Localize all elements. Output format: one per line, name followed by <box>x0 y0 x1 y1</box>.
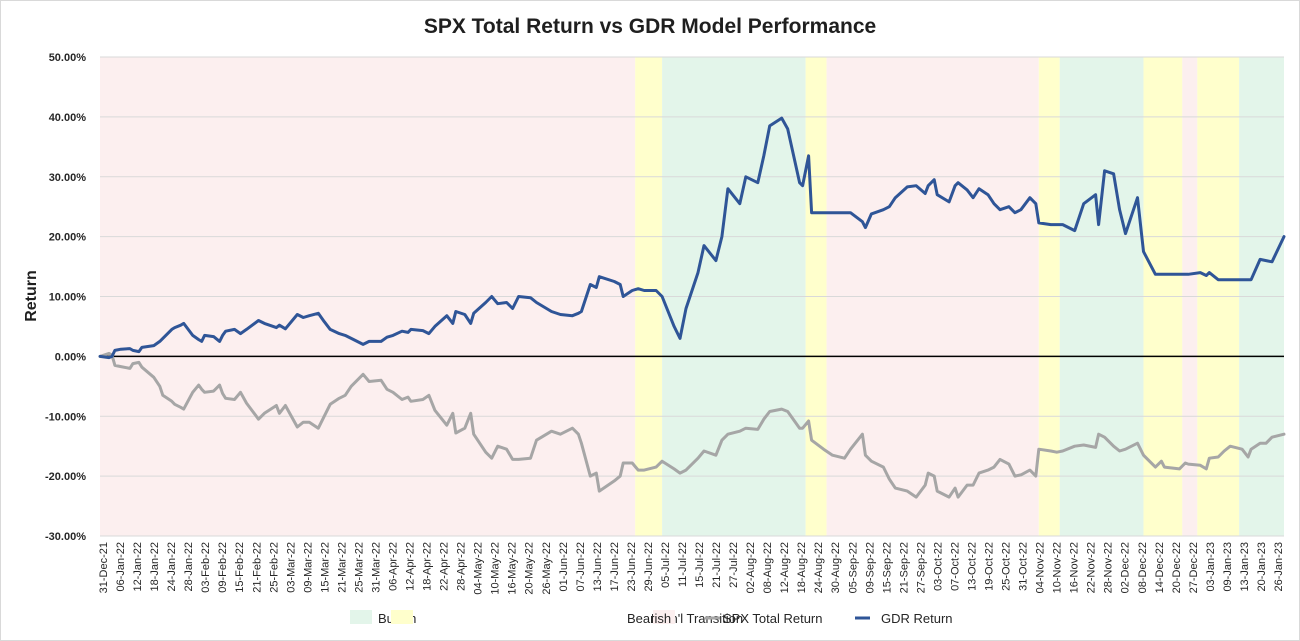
legend-swatch <box>653 610 675 624</box>
x-tick-label: 25-Feb-22 <box>268 542 280 593</box>
x-tick-label: 31-Oct-22 <box>1018 542 1030 591</box>
series-line <box>98 351 1286 499</box>
y-tick-label: 10.00% <box>49 292 87 304</box>
x-tick-label: 10-Nov-22 <box>1052 542 1064 593</box>
x-tick-label: 05-Jul-22 <box>660 542 672 588</box>
x-tick-label: 05-Sep-22 <box>847 542 859 593</box>
legend-label: Bearish <box>627 611 671 626</box>
x-tick-label: 06-Jan-22 <box>115 542 127 592</box>
x-tick-label: 27-Sep-22 <box>915 542 927 593</box>
x-tick-label: 20-May-22 <box>524 542 536 595</box>
x-tick-label: 18-Aug-22 <box>796 542 808 593</box>
x-tick-label: 20-Dec-22 <box>1171 542 1183 593</box>
x-tick-label: 09-Mar-22 <box>302 542 314 593</box>
x-tick-label: 31-Dec-21 <box>98 542 110 593</box>
x-tick-label: 25-Oct-22 <box>1001 542 1013 591</box>
x-tick-label: 21-Jul-22 <box>711 542 723 588</box>
x-tick-label: 20-Jan-23 <box>1256 542 1268 592</box>
y-tick-label: -30.00% <box>45 531 86 543</box>
x-tick-label: 17-Jun-22 <box>609 542 621 592</box>
x-tick-label: 06-Apr-22 <box>388 542 400 591</box>
x-tick-label: 18-Jan-22 <box>149 542 161 592</box>
x-tick-label: 13-Oct-22 <box>967 542 979 591</box>
x-tick-label: 22-Apr-22 <box>439 542 451 591</box>
x-tick-label: 25-Mar-22 <box>353 542 365 593</box>
x-tick-label: 28-Nov-22 <box>1103 542 1115 593</box>
x-tick-label: 08-Dec-22 <box>1137 542 1149 593</box>
y-tick-label: 50.00% <box>49 52 87 64</box>
x-tick-label: 12-Apr-22 <box>405 542 417 591</box>
x-tick-label: 27-Dec-22 <box>1188 542 1200 593</box>
legend-label: SPX Total Return <box>723 611 822 626</box>
x-tick-label: 21-Feb-22 <box>251 542 263 593</box>
x-tick-label: 23-Jun-22 <box>626 542 638 592</box>
y-tick-label: 0.00% <box>55 351 86 363</box>
y-axis-ticks: 50.00% 40.00% 30.00% 20.00% 10.00% 0.00% -10.0… <box>45 52 86 543</box>
x-tick-label: 07-Oct-22 <box>949 542 961 591</box>
y-tick-label: 30.00% <box>49 172 87 184</box>
legend-label: GDR Return <box>881 611 953 626</box>
y-tick-label: -10.00% <box>45 411 86 423</box>
y-tick-label: 40.00% <box>49 112 87 124</box>
x-tick-label: 09-Sep-22 <box>864 542 876 593</box>
x-tick-label: 14-Dec-22 <box>1154 542 1166 593</box>
x-tick-label: 13-Jun-22 <box>592 542 604 592</box>
x-tick-label: 09-Jan-23 <box>1222 542 1234 592</box>
x-tick-label: 10-May-22 <box>490 542 502 595</box>
x-tick-label: 12-Jan-22 <box>132 542 144 592</box>
x-tick-label: 31-Mar-22 <box>371 542 383 593</box>
x-tick-label: 28-Apr-22 <box>456 542 468 591</box>
x-tick-label: 26-May-22 <box>541 542 553 595</box>
y-tick-label: 20.00% <box>49 232 87 244</box>
x-tick-label: 27-Jul-22 <box>728 542 740 588</box>
x-tick-label: 03-Oct-22 <box>932 542 944 591</box>
x-tick-label: 21-Sep-22 <box>898 542 910 593</box>
x-tick-label: 03-Jan-23 <box>1205 542 1217 592</box>
x-tick-label: 18-Apr-22 <box>422 542 434 591</box>
x-tick-label: 15-Sep-22 <box>881 542 893 593</box>
x-tick-label: 09-Feb-22 <box>217 542 229 593</box>
x-tick-label: 28-Jan-22 <box>183 542 195 592</box>
x-tick-label: 03-Mar-22 <box>285 542 297 593</box>
x-tick-label: 07-Jun-22 <box>575 542 587 592</box>
x-tick-label: 01-Jun-22 <box>558 542 570 592</box>
series-lines <box>98 116 1286 499</box>
chart-title: SPX Total Return vs GDR Model Performanc… <box>424 15 876 38</box>
x-tick-label: 21-Mar-22 <box>336 542 348 593</box>
x-tick-label: 26-Jan-23 <box>1273 542 1285 592</box>
legend-swatch <box>350 610 372 624</box>
x-tick-label: 15-Mar-22 <box>319 542 331 593</box>
x-tick-label: 08-Aug-22 <box>762 542 774 593</box>
y-tick-label: -20.00% <box>45 471 86 483</box>
x-tick-label: 11-Jul-22 <box>677 542 689 587</box>
x-tick-label: 16-May-22 <box>507 542 519 595</box>
x-tick-label: 02-Aug-22 <box>745 542 757 593</box>
x-tick-label: 13-Jan-23 <box>1239 542 1251 592</box>
x-tick-label: 02-Dec-22 <box>1120 542 1132 593</box>
x-tick-label: 03-Feb-22 <box>200 542 212 593</box>
x-tick-label: 24-Aug-22 <box>813 542 825 593</box>
x-axis-ticks: 31-Dec-21 06-Jan-22 12-Jan-22 18-Jan-22 24-J… <box>98 542 1285 595</box>
x-tick-label: 12-Aug-22 <box>779 542 791 593</box>
y-axis-label: Return <box>23 270 40 322</box>
x-tick-label: 15-Feb-22 <box>234 542 246 593</box>
gridlines <box>100 56 1284 537</box>
x-tick-label: 04-May-22 <box>473 542 485 595</box>
x-tick-label: 29-Jun-22 <box>643 542 655 592</box>
x-tick-label: 19-Oct-22 <box>984 542 996 591</box>
x-tick-label: 24-Jan-22 <box>166 542 178 592</box>
legend-swatch <box>391 610 413 624</box>
x-tick-label: 15-Jul-22 <box>694 542 706 588</box>
x-tick-label: 04-Nov-22 <box>1035 542 1047 593</box>
x-tick-label: 22-Nov-22 <box>1086 542 1098 593</box>
x-tick-label: 16-Nov-22 <box>1069 542 1081 593</box>
x-tick-label: 30-Aug-22 <box>830 542 842 593</box>
series-line <box>98 116 1286 360</box>
